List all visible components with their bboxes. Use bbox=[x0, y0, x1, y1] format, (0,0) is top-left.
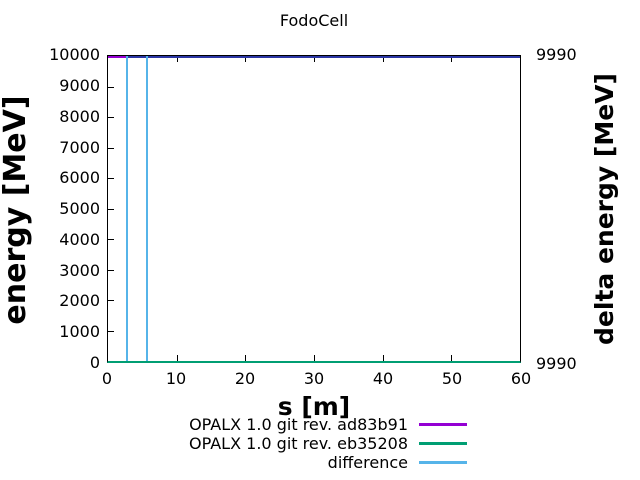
y-tick-label: 10000 bbox=[49, 45, 100, 64]
tick-mark bbox=[108, 148, 114, 149]
y-tick-label: 8000 bbox=[59, 107, 100, 126]
x-tick-label: 30 bbox=[303, 369, 325, 388]
plot-area bbox=[107, 55, 521, 363]
tick-mark bbox=[177, 56, 178, 62]
y-tick-label: 4000 bbox=[59, 230, 100, 249]
legend-line-sample-purple bbox=[419, 423, 467, 426]
tick-mark bbox=[383, 355, 384, 361]
series-line-purple-top bbox=[108, 56, 127, 58]
y-tick-label: 2000 bbox=[59, 291, 100, 310]
tick-mark bbox=[108, 270, 114, 271]
legend-item: difference bbox=[0, 453, 467, 472]
legend: OPALX 1.0 git rev. ad83b91 OPALX 1.0 git… bbox=[0, 415, 467, 472]
y-tick-label: 6000 bbox=[59, 168, 100, 187]
difference-spike-2 bbox=[146, 56, 148, 361]
legend-label: OPALX 1.0 git rev. ad83b91 bbox=[189, 415, 408, 434]
y-tick-label: 9000 bbox=[59, 76, 100, 95]
tick-mark bbox=[177, 355, 178, 361]
tick-mark bbox=[314, 355, 315, 361]
y-tick-label: 7000 bbox=[59, 138, 100, 157]
x-tick-label: 10 bbox=[165, 369, 187, 388]
tick-mark bbox=[108, 87, 114, 88]
tick-mark bbox=[108, 209, 114, 210]
y2-tick-label-top: 9990 bbox=[536, 45, 577, 64]
x-tick-label: 60 bbox=[510, 369, 532, 388]
tick-mark bbox=[108, 178, 114, 179]
x-tick-label: 20 bbox=[234, 369, 256, 388]
tick-mark bbox=[108, 300, 114, 301]
series-line-overlap-top bbox=[127, 56, 520, 58]
legend-item: OPALX 1.0 git rev. eb35208 bbox=[0, 434, 467, 453]
y-tick-label: 0 bbox=[89, 353, 100, 372]
difference-spike-1 bbox=[126, 56, 128, 361]
y-tick-label: 3000 bbox=[59, 261, 100, 280]
tick-mark bbox=[245, 355, 246, 361]
legend-label: difference bbox=[327, 453, 408, 472]
tick-mark bbox=[451, 56, 452, 62]
x-tick-label: 40 bbox=[372, 369, 394, 388]
tick-mark bbox=[108, 117, 114, 118]
y2-axis-label: delta energy [MeV] bbox=[590, 73, 619, 345]
legend-line-sample-green bbox=[419, 442, 467, 445]
x-tick-label: 0 bbox=[101, 369, 113, 388]
legend-label: OPALX 1.0 git rev. eb35208 bbox=[189, 434, 408, 453]
chart-title: FodoCell bbox=[279, 11, 349, 30]
tick-mark bbox=[383, 56, 384, 62]
y-tick-label: 1000 bbox=[59, 322, 100, 341]
tick-mark bbox=[108, 331, 114, 332]
legend-line-sample-skyblue bbox=[419, 461, 467, 464]
tick-mark bbox=[451, 355, 452, 361]
y2-tick-label-bottom: 9990 bbox=[536, 354, 577, 373]
tick-mark bbox=[314, 56, 315, 62]
tick-mark bbox=[108, 239, 114, 240]
y-tick-label: 5000 bbox=[59, 199, 100, 218]
x-tick-label: 50 bbox=[441, 369, 463, 388]
legend-item: OPALX 1.0 git rev. ad83b91 bbox=[0, 415, 467, 434]
tick-mark bbox=[245, 56, 246, 62]
